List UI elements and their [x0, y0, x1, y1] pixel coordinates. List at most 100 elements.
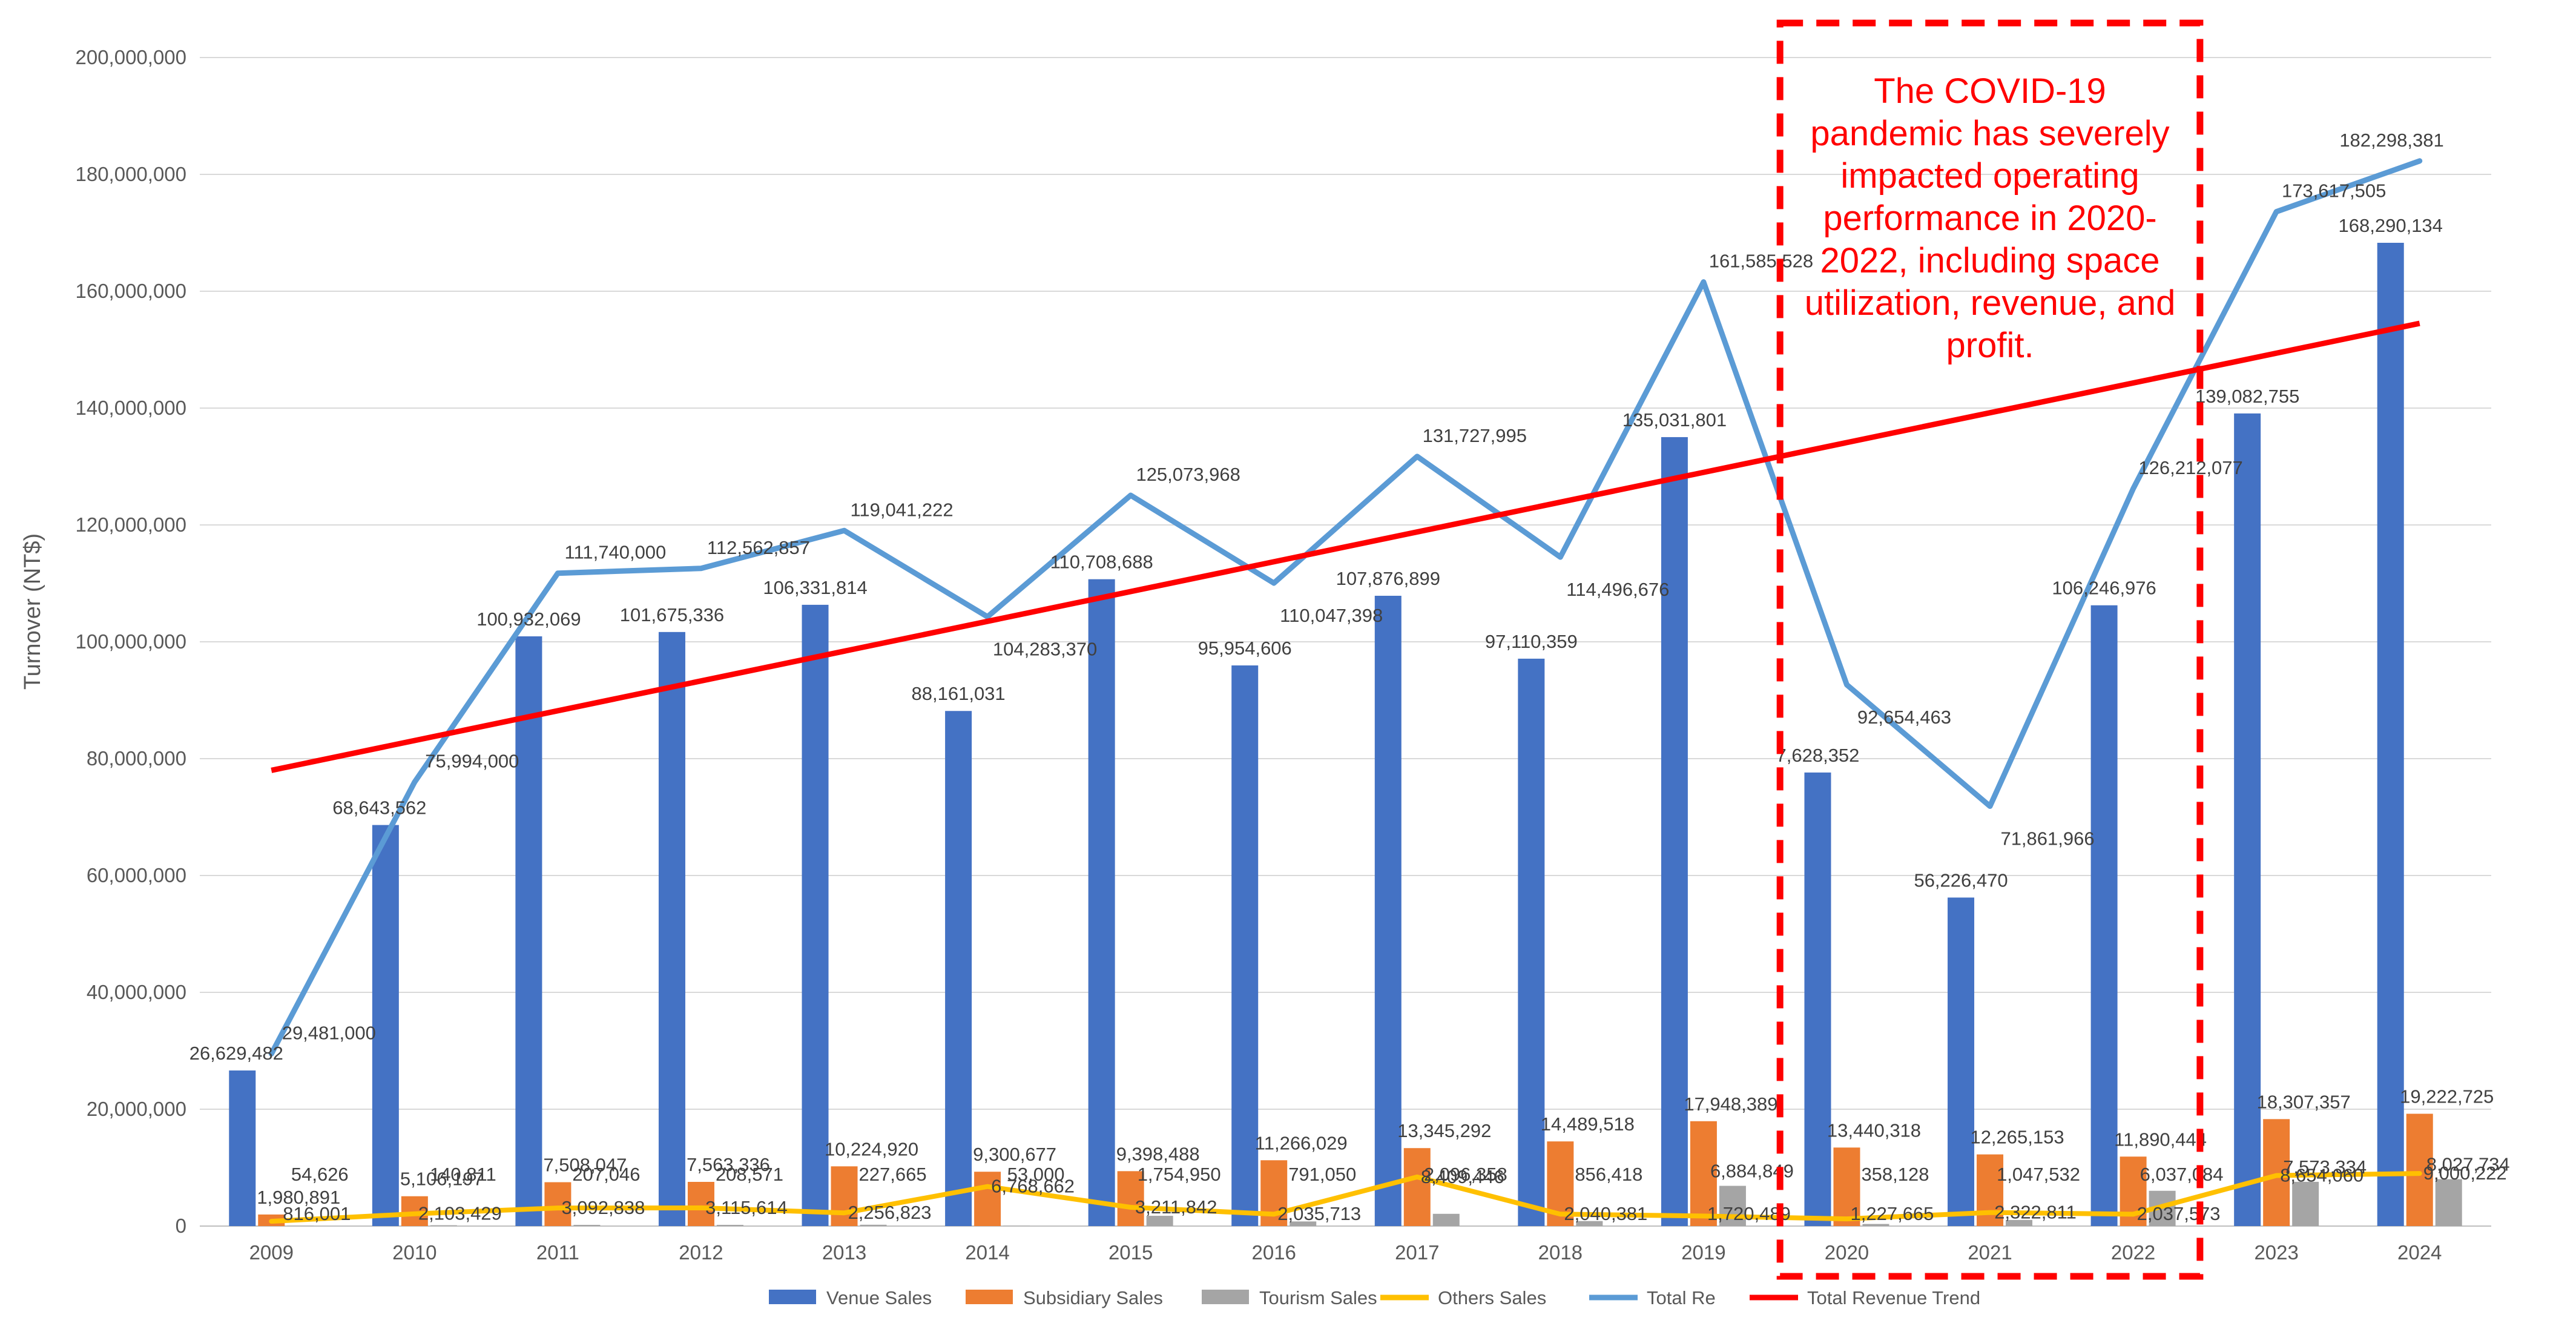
- data-label: 11,890,444: [2114, 1129, 2207, 1150]
- data-label: 8,409,446: [1421, 1166, 1504, 1187]
- bar: [2263, 1119, 2290, 1226]
- data-label: 97,110,359: [1485, 631, 1578, 652]
- legend-label: Others Sales: [1438, 1287, 1546, 1308]
- y-tick-label: 160,000,000: [75, 280, 186, 302]
- data-label: 2,035,713: [1277, 1203, 1361, 1224]
- data-label: 173,617,505: [2282, 180, 2386, 202]
- y-tick-label: 180,000,000: [75, 163, 186, 185]
- data-label: 75,994,000: [425, 751, 519, 772]
- bar: [544, 1182, 572, 1226]
- data-label: 13,345,292: [1397, 1120, 1491, 1141]
- bar: [1088, 579, 1115, 1226]
- bar: [658, 632, 685, 1226]
- data-label: 2,103,429: [418, 1203, 502, 1224]
- y-tick-label: 200,000,000: [75, 46, 186, 68]
- annotation-text-line: profit.: [1946, 326, 2034, 365]
- data-label: 13,440,318: [1827, 1120, 1921, 1141]
- data-label: 7,508,047: [543, 1155, 627, 1176]
- data-label: 3,092,838: [561, 1197, 645, 1218]
- data-label: 106,331,814: [763, 577, 867, 598]
- bar: [2435, 1179, 2462, 1226]
- y-tick-label: 0: [176, 1215, 186, 1237]
- data-label: 107,876,899: [1336, 568, 1440, 589]
- legend-label: Venue Sales: [826, 1287, 932, 1308]
- x-tick-label: 2015: [1108, 1241, 1153, 1264]
- data-label: 17,948,389: [1684, 1093, 1777, 1115]
- data-label: 54,626: [291, 1164, 349, 1185]
- legend-label: Subsidiary Sales: [1023, 1287, 1163, 1308]
- data-label: 135,031,801: [1622, 409, 1727, 430]
- x-tick-label: 2023: [2254, 1241, 2298, 1264]
- annotation-text-line: utilization, revenue, and: [1805, 283, 2176, 323]
- annotation-text-line: pandemic has severely: [1810, 114, 2169, 153]
- data-label: 101,675,336: [620, 604, 724, 625]
- legend: Venue Sales Subsidiary Sales Tourism Sales…: [769, 1287, 1980, 1308]
- data-label: 26,629,482: [189, 1043, 283, 1064]
- data-label: 7,573,334: [2283, 1156, 2367, 1178]
- bar: [716, 1224, 743, 1226]
- y-tick-label: 120,000,000: [75, 513, 186, 536]
- data-label: 791,050: [1288, 1164, 1356, 1185]
- data-label: 8,027,734: [2426, 1154, 2510, 1175]
- data-label: 112,562,857: [707, 537, 810, 558]
- x-tick-label: 2021: [1968, 1241, 2012, 1264]
- data-label: 106,246,976: [2052, 578, 2156, 599]
- data-label: 2,096,358: [1424, 1164, 1507, 1185]
- legend-swatch: [966, 1290, 1013, 1304]
- data-label: 6,037,084: [2140, 1164, 2224, 1185]
- data-label: 207,046: [572, 1164, 640, 1185]
- bar: [430, 1225, 457, 1226]
- data-label: 161,585,528: [1709, 251, 1813, 272]
- bar: [1290, 1221, 1317, 1226]
- data-label: 9,300,677: [973, 1144, 1056, 1165]
- bar: [1690, 1121, 1717, 1226]
- bar: [860, 1224, 887, 1226]
- bar: [1518, 658, 1545, 1226]
- x-axis-ticks: 2009 2010 2011 2012 2013 2014 2015 2016 2017 2018…: [249, 1241, 2442, 1264]
- data-label: 131,727,995: [1423, 425, 1527, 446]
- data-label: 11,266,029: [1255, 1132, 1348, 1153]
- x-tick-label: 2022: [2111, 1241, 2155, 1264]
- x-tick-label: 2019: [1681, 1241, 1725, 1264]
- data-label: 6,768,662: [991, 1176, 1075, 1197]
- data-label: 7,563,336: [687, 1154, 770, 1175]
- total-revenue-line: [268, 158, 2423, 1057]
- bars: [229, 243, 2462, 1227]
- data-label: 110,047,398: [1280, 605, 1383, 626]
- data-label: 1,047,532: [1997, 1164, 2080, 1185]
- y-axis-ticks: 0 20,000,000 40,000,000 60,000,000 80,000,00…: [75, 46, 186, 1237]
- bar: [1862, 1224, 1889, 1226]
- bar: [1661, 437, 1688, 1226]
- bar: [372, 825, 399, 1226]
- y-tick-label: 100,000,000: [75, 630, 186, 653]
- legend-swatch: [769, 1290, 816, 1304]
- bar: [573, 1225, 601, 1226]
- x-tick-label: 2018: [1538, 1241, 1583, 1264]
- x-tick-label: 2017: [1395, 1241, 1439, 1264]
- bar: [802, 604, 829, 1227]
- data-label: 5,106,197: [400, 1169, 484, 1190]
- x-tick-label: 2020: [1825, 1241, 1869, 1264]
- annotation-text-line: impacted operating: [1840, 156, 2139, 196]
- data-label: 856,418: [1575, 1164, 1642, 1185]
- data-label: 1,980,891: [257, 1187, 340, 1208]
- bar: [1948, 897, 1975, 1226]
- bar: [229, 1070, 256, 1226]
- bar: [1432, 1213, 1460, 1226]
- bar: [687, 1182, 714, 1226]
- trend-line: [271, 320, 2420, 773]
- data-label: 53,000: [1007, 1164, 1065, 1185]
- data-label: 140,811: [430, 1164, 496, 1185]
- data-label: 12,265,153: [1970, 1127, 2064, 1148]
- x-tick-label: 2012: [679, 1241, 723, 1264]
- x-tick-label: 2009: [249, 1241, 294, 1264]
- data-label: 56,226,470: [1914, 869, 2008, 891]
- x-tick-label: 2010: [392, 1241, 436, 1264]
- legend-label: Total Re: [1647, 1287, 1716, 1308]
- annotation-text-line: The COVID-19: [1874, 71, 2106, 111]
- data-label: 816,001: [283, 1203, 351, 1224]
- bar: [1231, 665, 1259, 1226]
- legend-label: Tourism Sales: [1259, 1287, 1377, 1308]
- data-label: 2,322,811: [1994, 1202, 2077, 1223]
